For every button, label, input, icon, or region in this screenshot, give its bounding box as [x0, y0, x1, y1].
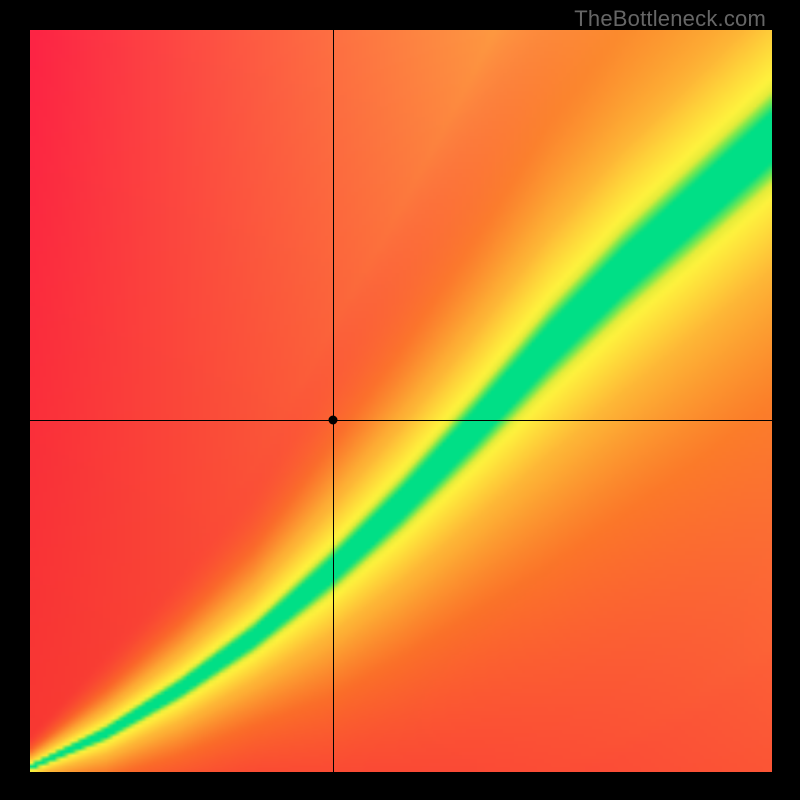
crosshair-horizontal	[30, 420, 772, 421]
watermark-text: TheBottleneck.com	[574, 6, 766, 32]
heatmap-plot	[30, 30, 772, 772]
crosshair-vertical	[333, 30, 334, 772]
heatmap-canvas	[30, 30, 772, 772]
crosshair-marker	[328, 415, 337, 424]
